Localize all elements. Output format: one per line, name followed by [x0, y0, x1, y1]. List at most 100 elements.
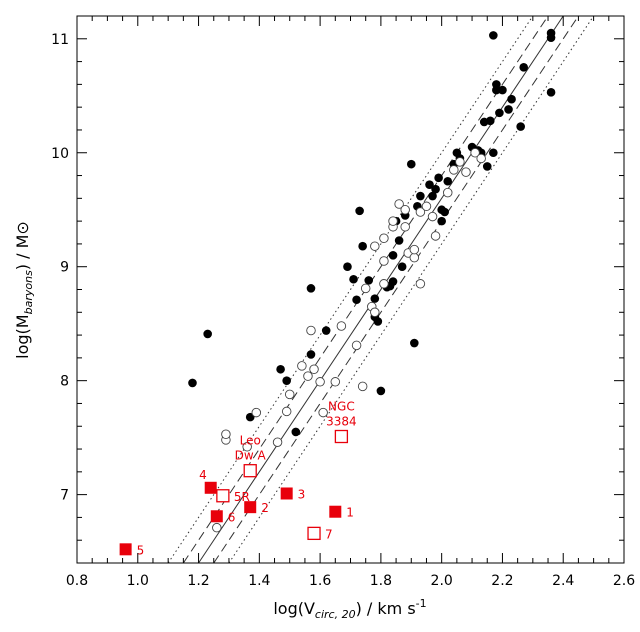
filled-square-point [280, 487, 293, 500]
filled-circle-point [431, 184, 440, 194]
x-tick-label: 2.4 [552, 573, 574, 589]
open-circle-point [409, 252, 420, 263]
open-circle-point [476, 153, 486, 164]
filled-circle-point [482, 162, 492, 171]
open-square-point [216, 489, 230, 503]
open-circle-point [449, 165, 459, 175]
open-circle-point [284, 389, 295, 400]
x-axis-label: log(Vcirc, 20) / km s-1 [273, 597, 426, 621]
open-circle-point [318, 407, 328, 418]
open-circle-point [330, 377, 341, 387]
open-circle-point [461, 167, 471, 177]
filled-circle-point [425, 180, 434, 189]
x-tick-label: 1.4 [248, 573, 270, 589]
open-circle-point [370, 307, 380, 318]
open-circle-point [336, 321, 347, 331]
filled-circle-point [306, 284, 316, 293]
filled-square-point [210, 510, 223, 523]
point-label: 4 [199, 468, 207, 482]
x-tick-label: 1.8 [370, 573, 392, 589]
open-circle-point [351, 340, 362, 351]
open-circle-point [251, 407, 262, 418]
open-circle-point [415, 207, 426, 217]
filled-circle-point [306, 350, 316, 359]
point-label: 5R [234, 490, 250, 504]
fit-line-outer-lower [228, 16, 595, 563]
filled-circle-point [489, 148, 498, 158]
filled-circle-point [516, 122, 525, 131]
open-circle-point [409, 244, 420, 255]
filled-circle-point [388, 251, 398, 260]
filled-circle-point [546, 33, 556, 42]
open-circle-point [394, 199, 404, 209]
point-label: 5 [137, 543, 145, 557]
filled-circle-point [443, 176, 453, 186]
y-tick-label: 11 [51, 32, 69, 48]
filled-circle-point [437, 216, 446, 226]
x-tick-label: 1.0 [127, 573, 149, 589]
open-circle-point [400, 222, 410, 232]
open-circle-point [400, 204, 410, 215]
filled-square-point [119, 543, 132, 556]
open-circle-point [221, 429, 231, 439]
filled-circle-point [370, 294, 380, 303]
filled-circle-point [492, 80, 501, 89]
filled-circle-point [203, 329, 212, 339]
open-circle-point [470, 147, 480, 158]
open-circle-point [315, 377, 325, 387]
fit-lines [167, 16, 595, 563]
open-circle-point [379, 256, 389, 266]
point-label: 7 [325, 527, 333, 541]
filled-circle-point [428, 191, 437, 201]
filled-circle-point [388, 277, 398, 286]
filled-circle-point [352, 295, 361, 305]
filled-circle-point [188, 378, 197, 388]
x-tick-label: 1.6 [309, 573, 331, 589]
y-tick-label: 7 [60, 488, 69, 504]
filled-circle-point [434, 173, 443, 183]
point-label: 3 [298, 487, 306, 501]
fit-line-fit [198, 16, 564, 563]
x-tick-label: 0.8 [66, 573, 88, 589]
open-circle-point [379, 233, 389, 243]
filled-circle-point [373, 317, 383, 326]
point-label: NGC [328, 400, 355, 414]
open-circle-point [430, 231, 441, 241]
y-tick-label: 9 [60, 260, 69, 276]
filled-circle-point [416, 191, 425, 201]
open-circle-point [421, 201, 432, 212]
filled-circle-point [282, 376, 291, 385]
open-circle-point [388, 216, 398, 226]
point-label: 2 [261, 501, 269, 515]
point-label: 3384 [326, 415, 357, 429]
point-label: 1 [346, 506, 354, 520]
filled-circle-point [376, 386, 386, 396]
y-axis-label: log(Mbaryons) / M⊙ [13, 221, 35, 359]
filled-circle-point [519, 62, 529, 72]
open-circle-point [360, 283, 371, 294]
filled-square-point [244, 501, 257, 514]
open-circle-point [370, 241, 380, 251]
x-tick-label: 2.0 [431, 573, 453, 589]
open-circle-point [442, 187, 453, 198]
open-circle-point [272, 437, 283, 447]
filled-circle-point [410, 338, 419, 348]
open-circle-point [281, 406, 292, 417]
axis-ticks: 0.8 1.0 1.2 1.4 1.6 1.8 2.0 2.2 2.4 2.6 7 8 9 10 11 [51, 15, 635, 589]
fit-line-outer-upper [167, 16, 534, 563]
filled-circle-point [394, 236, 404, 245]
filled-circle-point [546, 88, 556, 97]
filled-circle-point [498, 85, 507, 95]
open-circle-point [357, 381, 368, 392]
open-circle-point [309, 364, 319, 375]
data-points [119, 28, 556, 556]
y-tick-label: 8 [60, 374, 69, 390]
point-label: Leo [240, 434, 261, 448]
open-circle-point [427, 211, 438, 222]
filled-circle-point [397, 262, 407, 272]
filled-circle-point [349, 274, 358, 284]
fit-line-scatter-lower [213, 16, 579, 563]
filled-circle-point [358, 241, 367, 251]
